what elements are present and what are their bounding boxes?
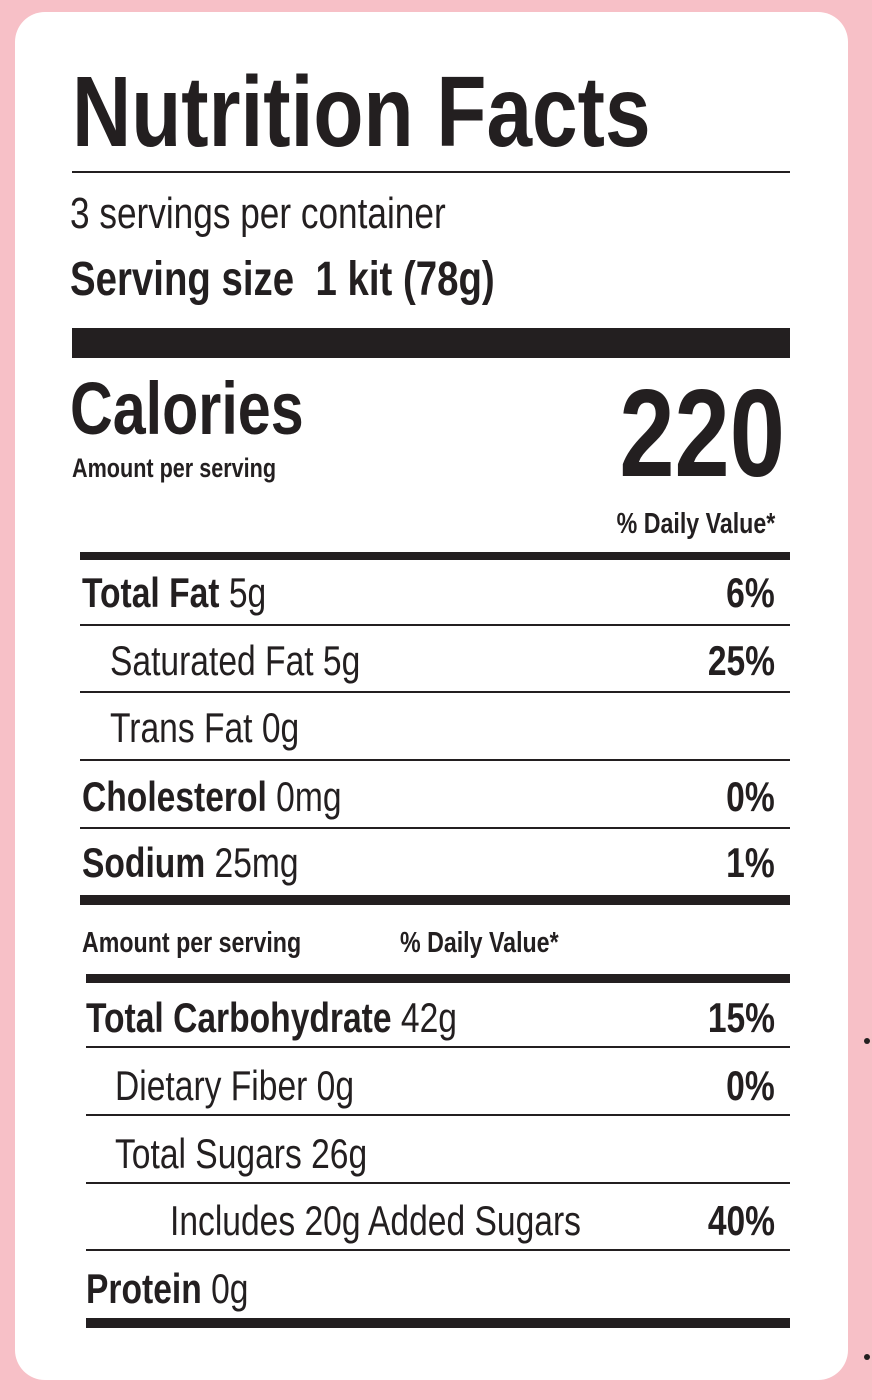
nutrient-name: Trans Fat	[110, 704, 253, 751]
nutrient-amount: 42g	[400, 994, 457, 1041]
nutrient-total-fat: Total Fat 5g	[82, 572, 266, 614]
daily-value-header: % Daily Value*	[616, 508, 775, 540]
nutrient-added-sugars: Includes 20g Added Sugars	[170, 1197, 581, 1244]
nutrient-amount: 26g	[311, 1130, 368, 1177]
divider	[80, 624, 790, 626]
calories-label: Calories	[70, 367, 304, 450]
mid-header-dv: % Daily Value*	[400, 927, 559, 959]
divider-medium	[86, 974, 790, 983]
nutrient-total-sugars: Total Sugars 26g	[115, 1133, 367, 1175]
nutrient-amount: 0mg	[276, 773, 342, 820]
divider	[86, 1046, 790, 1048]
nutrient-dv: 25%	[707, 637, 775, 684]
nutrient-name: Dietary Fiber	[115, 1062, 308, 1109]
nutrient-name: Cholesterol	[82, 773, 267, 820]
nutrient-saturated-fat: Saturated Fat 5g	[110, 640, 360, 682]
nutrient-dv: 1%	[726, 839, 775, 886]
nutrient-dv: 0%	[726, 1062, 775, 1109]
nutrient-sodium: Sodium 25mg	[82, 842, 299, 884]
nutrient-amount: 0g	[211, 1265, 249, 1312]
divider	[80, 827, 790, 829]
serving-size: Serving size 1 kit (78g)	[70, 256, 495, 304]
nutrient-cholesterol: Cholesterol 0mg	[82, 776, 342, 818]
nutrient-amount: 25mg	[214, 839, 299, 886]
nutrient-total-carbohydrate: Total Carbohydrate 42g	[86, 997, 457, 1039]
divider	[86, 1182, 790, 1184]
nutrient-dv: 15%	[707, 994, 775, 1041]
bottom-bar	[86, 1318, 790, 1328]
divider-medium	[80, 895, 790, 905]
label-title: Nutrition Facts	[72, 56, 651, 168]
divider	[86, 1114, 790, 1116]
nutrient-dv: 40%	[707, 1197, 775, 1244]
nutrient-name: Total Fat	[82, 569, 220, 616]
nutrition-label-panel	[15, 12, 848, 1380]
nutrient-amount: 0g	[261, 704, 300, 751]
divider	[86, 1249, 790, 1251]
nutrient-name: Total Sugars	[115, 1130, 302, 1177]
serving-size-label: Serving size	[70, 253, 295, 306]
nutrient-protein: Protein 0g	[86, 1268, 248, 1310]
thick-bar	[72, 328, 790, 358]
nutrient-dv: 0%	[726, 773, 775, 820]
nutrient-name: Protein	[86, 1265, 202, 1312]
nutrient-amount: 0g	[316, 1062, 355, 1109]
calories-sub: Amount per serving	[72, 453, 277, 483]
nutrient-trans-fat: Trans Fat 0g	[110, 707, 299, 749]
divider	[72, 171, 790, 173]
nutrient-amount: 5g	[228, 569, 267, 616]
edge-dot	[864, 1038, 870, 1044]
nutrient-dv: 6%	[726, 569, 775, 616]
nutrient-dietary-fiber: Dietary Fiber 0g	[115, 1065, 354, 1107]
servings-per-container: 3 servings per container	[70, 189, 446, 238]
edge-dot	[864, 1354, 870, 1360]
calories-value: 220	[619, 365, 785, 503]
nutrient-name: Saturated Fat	[110, 637, 314, 684]
mid-header-amount: Amount per serving	[82, 927, 302, 959]
nutrient-amount: 5g	[322, 637, 361, 684]
divider	[80, 759, 790, 761]
nutrient-name: Sodium	[82, 839, 206, 886]
serving-size-value: 1 kit (78g)	[315, 253, 495, 306]
nutrient-name: Total Carbohydrate	[86, 994, 392, 1041]
divider	[80, 691, 790, 693]
divider-medium	[80, 552, 790, 560]
